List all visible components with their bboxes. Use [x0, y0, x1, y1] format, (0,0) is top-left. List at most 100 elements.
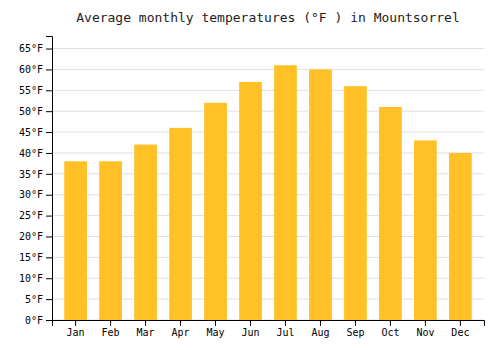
x-tick: Jun — [241, 320, 259, 338]
bar — [99, 161, 122, 320]
bar — [134, 145, 157, 320]
y-tick-label: 40°F — [19, 148, 43, 159]
x-tick-mark — [250, 320, 251, 326]
y-tick-mark — [46, 49, 52, 50]
bar — [64, 161, 87, 320]
grid-line — [52, 132, 484, 133]
y-tick: 45°F — [19, 127, 52, 138]
y-tick: 65°F — [19, 43, 52, 54]
y-tick: 0°F — [25, 315, 52, 326]
y-tick-mark — [46, 299, 52, 300]
y-tick-mark — [46, 174, 52, 175]
y-tick-label: 20°F — [19, 231, 43, 242]
y-tick: 60°F — [19, 64, 52, 75]
y-tick-label: 30°F — [19, 189, 43, 200]
x-tick-label: Oct — [381, 327, 399, 338]
x-tick-mark — [110, 320, 111, 326]
x-tick: Feb — [102, 320, 120, 338]
x-tick-label: Nov — [416, 327, 434, 338]
x-tick-label: Mar — [137, 327, 155, 338]
y-tick: 5°F — [25, 294, 52, 305]
y-tick: 15°F — [19, 252, 52, 263]
y-tick-mark — [46, 257, 52, 258]
y-tick-mark — [46, 320, 52, 321]
x-tick-label: Jun — [241, 327, 259, 338]
x-axis-line — [53, 321, 485, 327]
y-tick: 35°F — [19, 169, 52, 180]
x-tick: Dec — [451, 320, 469, 338]
y-tick-mark — [46, 153, 52, 154]
bar — [274, 65, 297, 320]
y-tick-label: 15°F — [19, 252, 43, 263]
y-tick-mark — [46, 69, 52, 70]
x-tick: Sep — [346, 320, 364, 338]
y-tick: 55°F — [19, 85, 52, 96]
x-tick: Oct — [381, 320, 399, 338]
grid — [52, 49, 484, 320]
y-tick: 20°F — [19, 231, 52, 242]
y-tick: 25°F — [19, 210, 52, 221]
y-tick-label: 25°F — [19, 210, 43, 221]
x-tick-mark — [215, 320, 216, 326]
x-tick: Apr — [172, 320, 190, 338]
x-tick: Jan — [67, 320, 85, 338]
y-tick-mark — [46, 278, 52, 279]
grid-line — [52, 111, 484, 112]
x-tick-mark — [355, 320, 356, 326]
x-tick-label: May — [206, 327, 224, 338]
x-tick: Nov — [416, 320, 434, 338]
x-tick-mark — [180, 320, 181, 326]
bar — [169, 128, 192, 320]
x-tick-label: Jan — [67, 327, 85, 338]
x-tick: Aug — [311, 320, 329, 338]
bar — [309, 69, 332, 320]
x-tick-mark — [390, 320, 391, 326]
x-tick-mark — [75, 320, 76, 326]
x-tick: Jul — [276, 320, 294, 338]
x-tick-mark — [145, 320, 146, 326]
plot: Jan Feb Mar Apr May Jun Jul Aug Sep Oct Nov Dec 0°F 5… — [19, 37, 485, 339]
title: Average monthly temperatures (°F ) in Mo… — [76, 10, 460, 25]
y-tick: 50°F — [19, 106, 52, 117]
y-tick-mark — [46, 111, 52, 112]
x-tick-label: Jul — [276, 327, 294, 338]
x-tick-label: Sep — [346, 327, 364, 338]
bar — [414, 140, 437, 320]
grid-line — [52, 69, 484, 70]
y-axis: 0°F 5°F 10°F 15°F 20°F 25°F 30°F 35°F 40°F 45°F 50… — [19, 37, 53, 326]
y-tick-label: 45°F — [19, 127, 43, 138]
x-axis: Jan Feb Mar Apr May Jun Jul Aug Sep Oct Nov Dec — [53, 320, 485, 338]
y-tick-label: 10°F — [19, 273, 43, 284]
x-tick-mark — [285, 320, 286, 326]
bar — [344, 86, 367, 320]
x-tick: May — [206, 320, 224, 338]
y-tick-label: 35°F — [19, 169, 43, 180]
bar — [449, 153, 472, 320]
y-tick-label: 60°F — [19, 64, 43, 75]
y-tick-mark — [46, 195, 52, 196]
bar — [239, 82, 262, 320]
x-tick-mark — [320, 320, 321, 326]
y-tick-mark — [46, 216, 52, 217]
x-tick-mark — [425, 320, 426, 326]
x-tick-mark — [460, 320, 461, 326]
grid-line — [52, 90, 484, 91]
y-tick-label: 55°F — [19, 85, 43, 96]
y-tick-mark — [46, 132, 52, 133]
y-tick-label: 0°F — [25, 315, 43, 326]
x-tick-label: Feb — [102, 327, 120, 338]
x-tick-label: Dec — [451, 327, 469, 338]
y-axis-line — [46, 37, 53, 321]
y-tick-label: 65°F — [19, 43, 43, 54]
y-tick-mark — [46, 236, 52, 237]
y-tick-label: 5°F — [25, 294, 43, 305]
y-tick-label: 50°F — [19, 106, 43, 117]
x-tick-label: Aug — [311, 327, 329, 338]
x-tick-label: Apr — [172, 327, 190, 338]
bar — [379, 107, 402, 320]
chart: Jan Feb Mar Apr May Jun Jul Aug Sep Oct Nov Dec 0°F 5… — [0, 0, 500, 350]
grid-line — [52, 48, 484, 49]
x-tick: Mar — [137, 320, 155, 338]
y-tick: 30°F — [19, 189, 52, 200]
y-tick: 10°F — [19, 273, 52, 284]
